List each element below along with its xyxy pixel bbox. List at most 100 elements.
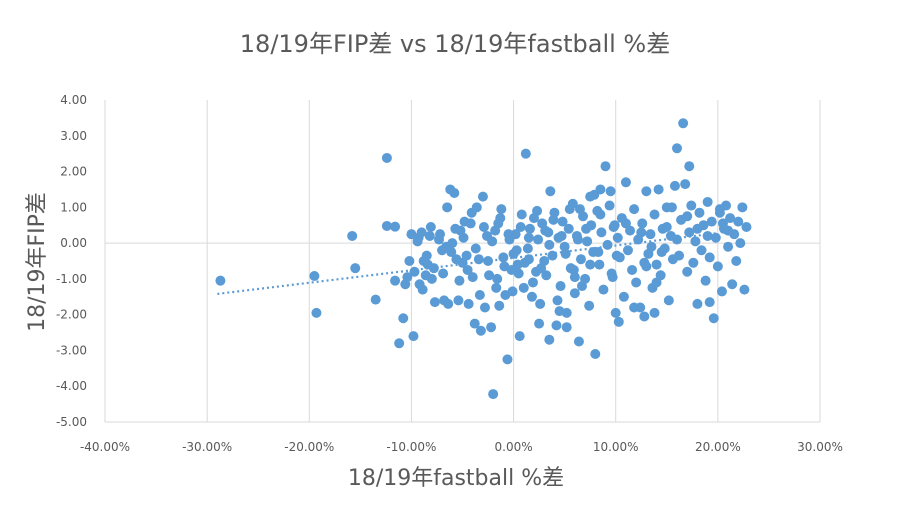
x-tick-label: -40.00% (80, 440, 130, 454)
x-tick-label: 0.00% (495, 440, 533, 454)
data-point (585, 191, 596, 202)
data-point (350, 263, 361, 274)
data-point (735, 238, 746, 249)
data-point (494, 300, 505, 311)
data-point (540, 225, 551, 236)
y-tick-label: -3.00 (56, 343, 87, 357)
data-point (408, 331, 419, 342)
data-point (646, 241, 657, 252)
x-tick-label: 30.00% (797, 440, 843, 454)
data-point (524, 223, 535, 234)
data-point (674, 250, 685, 261)
data-point (478, 222, 489, 233)
data-point (694, 207, 705, 218)
y-tick-label: 3.00 (60, 129, 87, 143)
data-point (421, 250, 432, 261)
data-point (561, 307, 572, 318)
data-point (544, 239, 555, 250)
y-axis-title: 18/19年FIP差 (25, 192, 50, 332)
data-point (413, 232, 424, 243)
data-point (690, 236, 701, 247)
data-point (561, 322, 572, 333)
data-point (479, 302, 490, 313)
data-point (475, 325, 486, 336)
data-point (600, 161, 611, 172)
data-point (535, 298, 546, 309)
data-point (682, 266, 693, 277)
data-point (651, 259, 662, 270)
data-point (390, 221, 401, 232)
data-point (564, 204, 575, 215)
data-point (503, 229, 514, 240)
data-point (629, 204, 640, 215)
y-tick-label: 4.00 (60, 93, 87, 107)
data-point (518, 282, 529, 293)
data-point (581, 223, 592, 234)
data-point (458, 232, 469, 243)
data-point (488, 389, 499, 400)
data-point (692, 223, 703, 234)
data-point (612, 232, 623, 243)
data-point (443, 298, 454, 309)
y-axis-ticks: 4.00 3.00 2.00 1.00 0.00 -1.00 -2.00 -3.00 -4.00… (56, 93, 87, 429)
data-point (426, 273, 437, 284)
data-point (449, 188, 460, 199)
data-point (651, 277, 662, 288)
data-point (609, 220, 620, 231)
data-point (498, 252, 509, 263)
data-point (639, 311, 650, 322)
data-point (620, 177, 631, 188)
data-point (636, 227, 647, 238)
data-point (428, 263, 439, 274)
data-point (574, 204, 585, 215)
data-point (590, 349, 601, 360)
data-point (347, 230, 358, 241)
data-point (394, 338, 405, 349)
data-point (649, 307, 660, 318)
data-point (611, 250, 622, 261)
data-point (370, 294, 381, 305)
data-point (502, 354, 513, 365)
data-point (618, 291, 629, 302)
data-point (731, 256, 742, 266)
data-point (704, 252, 715, 263)
data-point (527, 277, 538, 288)
data-point (704, 297, 715, 308)
data-point (544, 334, 555, 345)
data-point (710, 232, 721, 243)
data-point (442, 202, 453, 213)
data-point (496, 204, 507, 215)
data-point (470, 243, 481, 254)
data-point (467, 272, 478, 283)
data-point (577, 281, 588, 292)
data-point (629, 302, 640, 313)
data-point (447, 238, 458, 249)
data-point (717, 218, 728, 229)
data-point (666, 202, 677, 213)
data-point (462, 264, 473, 275)
data-point (569, 288, 580, 299)
data-point (696, 245, 707, 256)
data-point (721, 200, 732, 211)
data-point (552, 295, 563, 306)
data-point (402, 272, 413, 283)
data-point (596, 227, 607, 238)
data-point (466, 207, 477, 218)
y-tick-label: 0.00 (60, 236, 87, 250)
data-point (381, 152, 392, 163)
data-point (404, 256, 415, 266)
data-point (514, 331, 525, 342)
data-point (533, 234, 544, 245)
data-point (622, 245, 633, 256)
data-point (661, 222, 672, 233)
data-point (678, 118, 689, 129)
data-point (434, 234, 445, 245)
data-point (516, 209, 527, 220)
data-point (522, 243, 533, 254)
data-point (551, 320, 562, 331)
data-point (593, 247, 604, 258)
data-point (454, 275, 465, 286)
x-axis-title: 18/19年fastball %差 (348, 466, 564, 491)
data-point (714, 207, 725, 218)
data-point (429, 297, 440, 308)
